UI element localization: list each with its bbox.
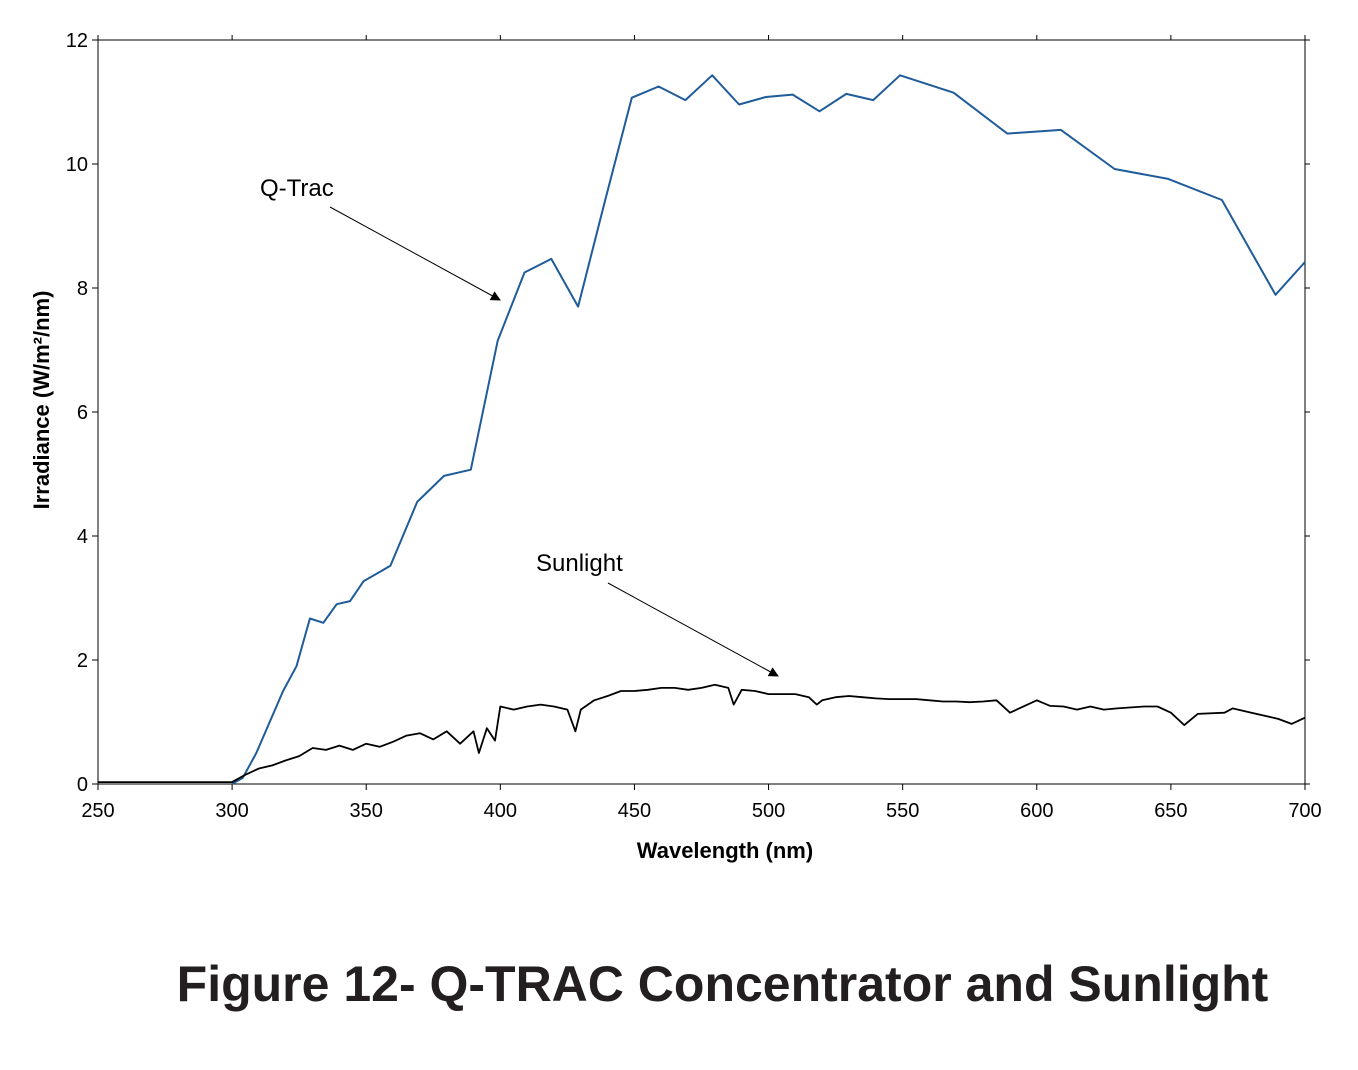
figure-caption: Figure 12- Q-TRAC Concentrator and Sunli… [176,956,1269,1012]
annotations: Q-Trac Sunlight [260,175,779,677]
annotation-label: Sunlight [536,550,623,577]
x-tick-label: 300 [215,800,248,822]
y-tick-label: 12 [66,30,88,52]
x-tick-label: 400 [484,800,517,822]
y-tick-label: 0 [77,774,88,796]
y-tick-label: 6 [77,402,88,424]
x-tick-label: 700 [1288,800,1321,822]
series-line-q-trac [231,74,1306,785]
x-tick-label: 650 [1154,800,1187,822]
x-axis-label: Wavelength (nm) [637,838,813,863]
series-line-sunlight [98,683,1306,783]
annotation-arrow [329,206,501,301]
irradiance-chart: 250 300 350 400 450 500 550 600 650 700024681012 … [29,30,1322,863]
x-tick-label: 600 [1020,800,1053,822]
x-tick-label: 450 [618,800,651,822]
y-tick-label: 10 [66,154,88,176]
y-tick-label: 2 [77,650,88,672]
plot-frame [97,39,1306,785]
axes: 250 300 350 400 450 500 550 600 650 700 0 2 4 6 8 10 12 [66,30,1322,822]
x-tick-label: 550 [886,800,919,822]
y-axis-label: Irradiance (W/m²/nm) [29,291,54,510]
x-tick-label: 250 [81,800,114,822]
y-tick-label: 8 [77,278,88,300]
x-tick-label: 500 [752,800,785,822]
series-group [98,74,1306,785]
x-tick-label: 350 [350,800,383,822]
y-tick-label: 4 [77,526,88,548]
annotation-label: Q-Trac [260,175,334,202]
annotation-arrow [607,582,779,677]
